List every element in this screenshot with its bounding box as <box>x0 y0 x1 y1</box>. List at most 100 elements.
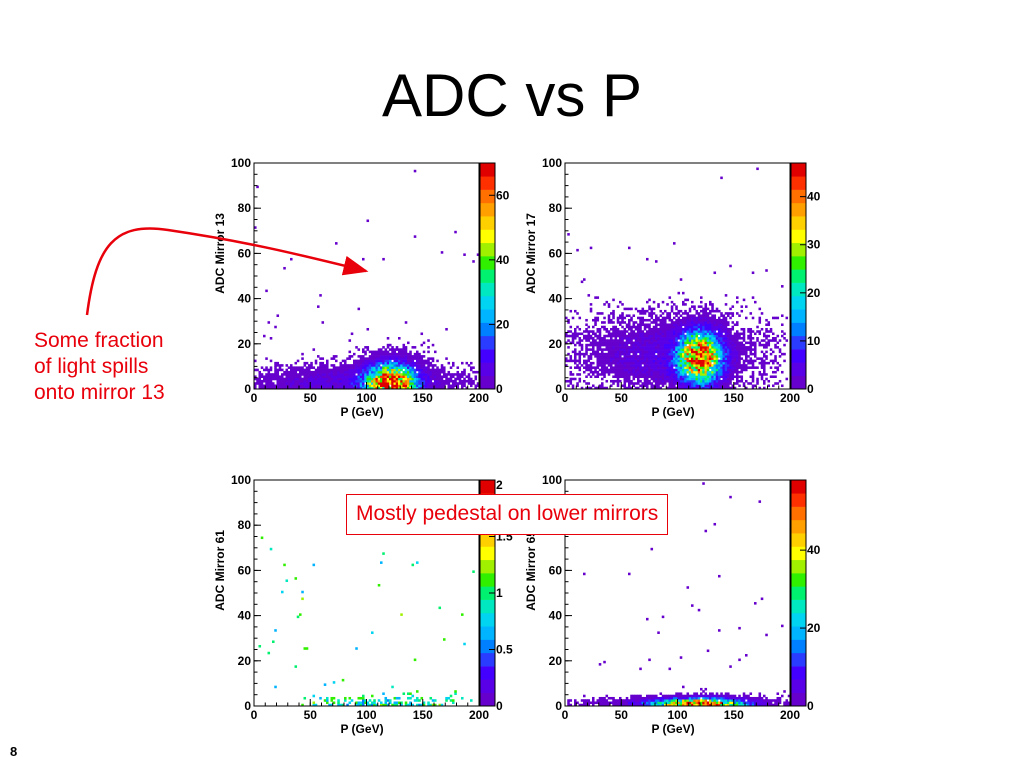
heatmap-cell <box>440 366 444 369</box>
heatmap-cell <box>431 386 435 390</box>
annotation-line: of light spills <box>34 355 149 378</box>
heatmap-cell <box>763 343 766 347</box>
heatmap-cell <box>452 699 455 702</box>
heatmap-cell <box>630 694 633 698</box>
heatmap-cell <box>760 312 764 315</box>
heatmap-cell <box>697 370 701 374</box>
heatmap-cell <box>700 694 703 698</box>
heatmap-cell <box>272 375 275 378</box>
heatmap-cell <box>697 386 701 390</box>
heatmap-cell <box>740 332 744 336</box>
heatmap-cell <box>603 357 606 360</box>
heatmap-cell <box>724 316 728 320</box>
heatmap-cell <box>675 701 678 705</box>
heatmap-cell <box>776 368 780 372</box>
heatmap-cell <box>751 271 755 275</box>
heatmap-cell <box>754 696 757 700</box>
heatmap-cell <box>567 699 570 702</box>
heatmap-cell <box>729 357 732 360</box>
heatmap-cell <box>384 368 388 372</box>
heatmap-cell <box>393 370 397 374</box>
heatmap-cell <box>292 377 295 381</box>
heatmap-cell <box>668 368 672 372</box>
heatmap-cells <box>567 482 791 707</box>
heatmap-cell <box>718 346 721 349</box>
heatmap-cell <box>314 382 318 385</box>
heatmap-cell <box>292 370 295 374</box>
heatmap-cell <box>375 352 379 356</box>
heatmap-cell <box>724 696 728 700</box>
heatmap-cell <box>596 386 600 390</box>
heatmap-cell <box>702 323 705 327</box>
heatmap-cell <box>709 337 712 340</box>
heatmap-cell <box>765 701 768 705</box>
heatmap-cell <box>637 375 640 378</box>
heatmap-cell <box>632 359 636 363</box>
heatmap-cell <box>632 314 636 317</box>
heatmap-cell <box>639 364 642 367</box>
z-tick-label: 0 <box>807 699 814 713</box>
heatmap-cell <box>630 359 633 363</box>
heatmap-cell <box>643 355 647 358</box>
heatmap-cell <box>359 696 363 700</box>
heatmap-cell <box>731 350 735 354</box>
heatmap-cell <box>673 334 676 338</box>
heatmap-cell <box>445 377 448 381</box>
heatmap-cell <box>722 368 726 372</box>
heatmap-cell <box>592 325 595 329</box>
heatmap-cell <box>727 339 730 342</box>
heatmap-cell <box>720 364 723 367</box>
heatmap-cell <box>781 323 784 327</box>
heatmap-cell <box>422 359 426 363</box>
heatmap-cell <box>657 377 660 381</box>
heatmap-cell <box>664 379 667 383</box>
heatmap-cell <box>592 701 595 705</box>
heatmap-cell <box>718 316 721 320</box>
heatmap-cell <box>677 379 681 383</box>
heatmap-cell <box>691 341 694 345</box>
heatmap-cell <box>756 696 759 700</box>
heatmap-cell <box>634 373 638 376</box>
heatmap-cell <box>589 330 593 333</box>
heatmap-cell <box>625 699 629 702</box>
heatmap-cell <box>571 350 575 354</box>
heatmap-cell <box>607 703 611 707</box>
heatmap-cell <box>700 296 703 299</box>
heatmap-cell <box>751 337 755 340</box>
heatmap-cell <box>605 703 609 707</box>
heatmap-cell <box>700 314 703 317</box>
heatmap-cell <box>666 350 669 354</box>
heatmap-cell <box>684 368 687 372</box>
heatmap-cell <box>605 334 609 338</box>
heatmap-cell <box>715 384 719 388</box>
heatmap-cell <box>729 316 732 320</box>
heatmap-cell <box>670 300 674 304</box>
heatmap-cell <box>637 339 640 342</box>
heatmap-cell <box>630 327 633 331</box>
heatmap-cell <box>639 352 642 356</box>
heatmap-cell <box>722 382 726 385</box>
heatmap-cell <box>688 309 692 313</box>
heatmap-cell <box>740 368 744 372</box>
heatmap-cell <box>612 343 615 347</box>
heatmap-cell <box>783 352 786 356</box>
heatmap-cell <box>720 361 723 365</box>
heatmap-cell <box>319 370 322 374</box>
color-scale-step <box>791 652 806 667</box>
heatmap-cell <box>677 370 681 374</box>
heatmap-cell <box>709 375 712 378</box>
heatmap-cell <box>686 355 690 358</box>
heatmap-cell <box>711 325 714 329</box>
heatmap-cell <box>673 242 676 245</box>
heatmap-cell <box>429 696 433 700</box>
color-scale-step <box>480 163 495 177</box>
heatmap-cell <box>402 692 406 695</box>
y-tick-label: 0 <box>555 382 562 396</box>
heatmap-cell <box>648 305 651 308</box>
heatmap-cell <box>598 330 602 333</box>
heatmap-cell <box>652 364 656 367</box>
heatmap-cell <box>706 318 710 322</box>
heatmap-cell <box>283 384 286 388</box>
heatmap-cell <box>657 323 660 327</box>
heatmap-cell <box>736 370 739 374</box>
